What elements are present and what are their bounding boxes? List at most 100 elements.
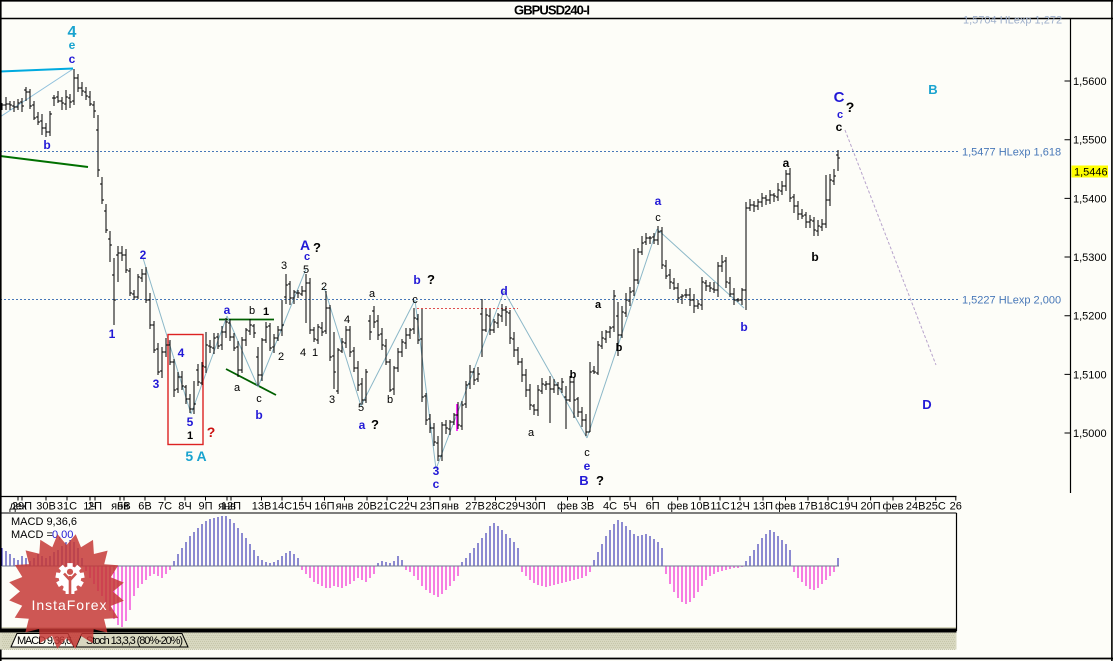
svg-text:фев: фев [667,501,688,513]
svg-text:c: c [837,109,843,121]
svg-text:MACD =: MACD = [11,529,53,541]
svg-text:9П: 9П [198,501,212,513]
svg-text:d: d [500,284,507,298]
svg-text:5Ч: 5Ч [623,501,636,513]
svg-text:b: b [43,138,50,152]
svg-text:e: e [584,459,591,473]
svg-text:2П: 2П [88,501,102,513]
svg-text:b: b [570,369,577,381]
svg-text:5 A: 5 A [185,448,206,464]
svg-text:21С: 21С [377,501,397,513]
svg-text:1,5200: 1,5200 [1073,311,1107,323]
svg-text:?: ? [371,417,379,432]
svg-text:янв: янв [336,501,354,513]
svg-text:a: a [595,299,602,311]
svg-text:1: 1 [263,306,269,318]
svg-text:янв: янв [441,501,459,513]
svg-text:1,5446: 1,5446 [1074,167,1108,179]
svg-text:b: b [255,408,262,422]
svg-text:a: a [783,156,790,170]
svg-text:24В: 24В [906,501,926,513]
svg-text:13П: 13П [753,501,773,513]
svg-text:4С: 4С [603,501,617,513]
svg-text:GBPUSD240-I: GBPUSD240-I [514,3,590,18]
svg-text:4: 4 [344,314,350,326]
svg-text:фев: фев [775,501,796,513]
svg-text:20В: 20В [357,501,377,513]
svg-text:5: 5 [303,264,309,276]
svg-text:3: 3 [433,464,440,478]
svg-text:13В: 13В [252,501,272,513]
svg-text:a: a [234,382,241,394]
svg-text:1,5477 HLexp 1,618: 1,5477 HLexp 1,618 [962,147,1061,159]
svg-text:22Ч: 22Ч [398,501,418,513]
svg-text:b: b [387,394,393,406]
svg-text:a: a [224,303,231,317]
svg-text:фев: фев [882,501,903,513]
svg-text:c: c [304,251,310,263]
svg-text:3В: 3В [581,501,594,513]
svg-text:e: e [69,38,76,52]
svg-text:1,5227 HLexp 2,000: 1,5227 HLexp 2,000 [962,295,1061,307]
svg-text:InstaForex: InstaForex [32,597,107,613]
svg-text:31С: 31С [57,501,77,513]
svg-text:b: b [249,305,255,317]
svg-text:фев: фев [557,501,578,513]
svg-text:1,5100: 1,5100 [1073,369,1107,381]
svg-text:1: 1 [187,430,193,442]
svg-text:1,5400: 1,5400 [1073,193,1107,205]
svg-text:8Ч: 8Ч [178,501,191,513]
svg-text:14С: 14С [272,501,292,513]
svg-text:29П: 29П [12,501,32,513]
svg-text:17В: 17В [798,501,818,513]
svg-text:янв: янв [218,501,236,513]
svg-text:1Ч: 1Ч [83,501,96,513]
svg-text:25С: 25С [926,501,946,513]
svg-text:29Ч: 29Ч [506,501,526,513]
svg-text:Stoch 13,3,3 (80%-20%): Stoch 13,3,3 (80%-20%) [86,635,183,647]
svg-text:A: A [300,237,310,253]
svg-text:2: 2 [321,281,327,293]
svg-text:3: 3 [329,394,335,406]
svg-text:19Ч: 19Ч [838,501,858,513]
svg-text:?: ? [596,473,604,488]
svg-text:6П: 6П [646,501,660,513]
svg-text:0,00: 0,00 [52,529,73,541]
svg-text:D: D [922,397,931,412]
svg-text:30В: 30В [36,501,56,513]
svg-text:7С: 7С [158,501,172,513]
svg-text:1,5000: 1,5000 [1073,428,1107,440]
svg-text:?: ? [846,99,855,115]
svg-text:b: b [413,273,420,287]
svg-text:1,5500: 1,5500 [1073,135,1107,147]
svg-text:b: b [811,250,818,264]
svg-text:1,5600: 1,5600 [1073,76,1107,88]
svg-text:b: b [616,342,623,354]
svg-text:1: 1 [312,347,318,359]
svg-text:a: a [655,194,662,208]
svg-text:янв: янв [111,501,129,513]
svg-text:5В: 5В [117,501,130,513]
svg-text:1,5704 HLexp 1,272: 1,5704 HLexp 1,272 [963,15,1062,27]
svg-text:30П: 30П [526,501,546,513]
svg-text:c: c [412,294,418,306]
svg-text:c: c [433,477,440,491]
svg-text:15Ч: 15Ч [292,501,312,513]
svg-text:28С: 28С [485,501,505,513]
svg-text:20П: 20П [861,501,881,513]
svg-text:b: b [740,320,747,334]
svg-text:C: C [834,89,845,106]
svg-text:c: c [256,393,262,405]
svg-text:6В: 6В [138,501,151,513]
svg-text:5: 5 [187,415,194,429]
svg-text:4: 4 [68,24,77,41]
svg-text:B: B [928,82,937,97]
svg-text:27В: 27В [465,501,485,513]
svg-text:2: 2 [278,351,284,363]
svg-text:?: ? [427,272,435,287]
svg-text:3: 3 [153,377,160,391]
svg-text:MACD 9,36,6: MACD 9,36,6 [11,516,77,528]
svg-text:3: 3 [281,260,287,272]
svg-text:4: 4 [178,346,185,360]
svg-text:26: 26 [950,501,962,513]
